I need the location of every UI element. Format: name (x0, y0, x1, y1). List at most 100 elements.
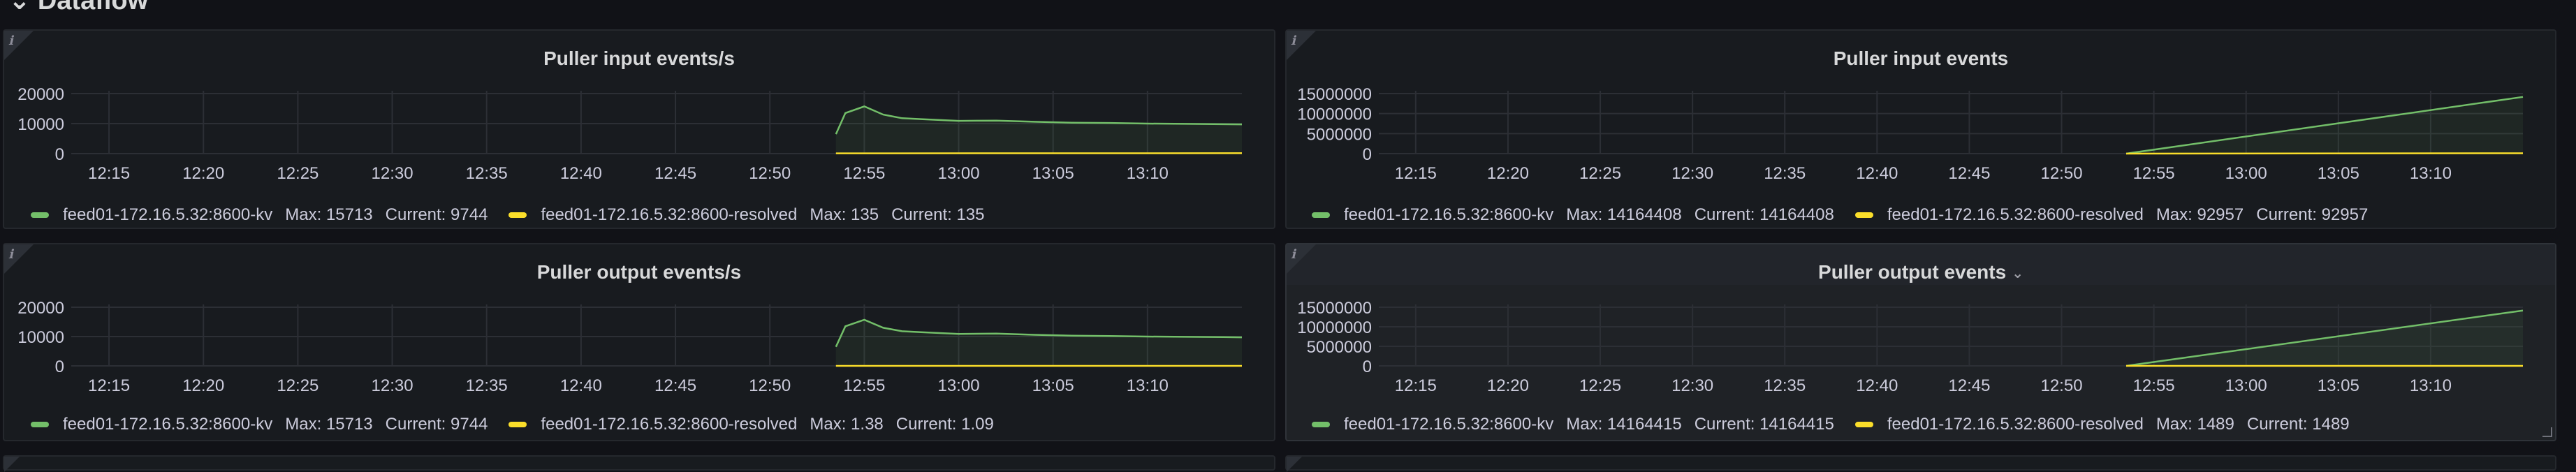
legend-swatch (508, 212, 527, 218)
x-tick-label: 12:30 (372, 376, 414, 395)
legend-max: Max: 14164408 (1566, 205, 1681, 225)
x-tick-label: 12:25 (1579, 376, 1621, 395)
y-tick-label: 20000 (17, 299, 64, 318)
legend-series-name[interactable]: feed01-172.16.5.32:8600-kv (1344, 205, 1553, 225)
panel-info-corner[interactable] (4, 457, 20, 472)
chart-legend: feed01-172.16.5.32:8600-kv Max: 14164415 C… (1312, 415, 2371, 434)
x-tick-label: 12:25 (277, 376, 319, 395)
x-tick-label: 12:50 (2040, 164, 2082, 183)
x-tick-label: 12:20 (182, 376, 224, 395)
chevron-down-icon[interactable]: ⌄ (8, 0, 31, 15)
chart-panel-partial[interactable] (1285, 455, 2556, 471)
legend-series-name[interactable]: feed01-172.16.5.32:8600-resolved (1887, 415, 2144, 434)
legend-current: Current: 14164415 (1695, 415, 1834, 434)
legend-series-name[interactable]: feed01-172.16.5.32:8600-resolved (541, 205, 797, 225)
x-tick-label: 12:55 (2133, 164, 2175, 183)
x-tick-label: 12:45 (654, 376, 696, 395)
x-tick-label: 13:00 (2225, 376, 2267, 395)
legend-max: Max: 14164415 (1566, 415, 1681, 434)
x-tick-label: 12:20 (1487, 164, 1529, 183)
legend-max: Max: 15713 (285, 415, 372, 434)
x-tick-label: 13:10 (1127, 376, 1169, 395)
x-tick-label: 12:35 (1764, 376, 1806, 395)
y-tick-label: 0 (55, 357, 64, 376)
x-tick-label: 12:20 (1487, 376, 1529, 395)
series-area (836, 106, 1242, 154)
y-tick-label: 10000 (17, 115, 64, 134)
x-tick-label: 12:30 (372, 164, 414, 183)
legend-current: Current: 1489 (2247, 415, 2350, 434)
x-tick-label: 12:40 (560, 376, 602, 395)
x-tick-label: 13:00 (2225, 164, 2267, 183)
legend-swatch (1312, 212, 1330, 218)
legend-item[interactable]: feed01-172.16.5.32:8600-kv Max: 15713 Curr… (31, 205, 488, 225)
x-tick-label: 12:45 (1948, 164, 1990, 183)
legend-current: Current: 92957 (2256, 205, 2368, 225)
x-tick-label: 13:00 (937, 376, 979, 395)
x-tick-label: 12:55 (843, 164, 885, 183)
x-tick-label: 12:30 (1671, 376, 1713, 395)
x-tick-label: 12:55 (2133, 376, 2175, 395)
x-tick-label: 12:45 (1948, 376, 1990, 395)
y-tick-label: 15000000 (1297, 85, 1372, 104)
panel-resize-handle[interactable] (2542, 427, 2552, 437)
y-tick-label: 0 (55, 145, 64, 164)
y-tick-label: 0 (1363, 145, 1372, 164)
chart-legend: feed01-172.16.5.32:8600-kv Max: 14164408 C… (1312, 205, 2389, 225)
x-tick-label: 12:35 (466, 376, 508, 395)
legend-series-name[interactable]: feed01-172.16.5.32:8600-resolved (541, 415, 797, 434)
y-tick-label: 5000000 (1307, 338, 1372, 357)
legend-current: Current: 135 (891, 205, 984, 225)
series-area (836, 320, 1242, 366)
row-title-text: Dataflow (38, 0, 148, 15)
row-header[interactable]: ⌄ Dataflow (0, 0, 2576, 25)
y-tick-label: 10000000 (1297, 105, 1372, 124)
legend-swatch (508, 422, 527, 427)
legend-series-name[interactable]: feed01-172.16.5.32:8600-resolved (1887, 205, 2144, 225)
legend-max: Max: 15713 (285, 205, 372, 225)
legend-current: Current: 9744 (386, 205, 488, 225)
legend-series-name[interactable]: feed01-172.16.5.32:8600-kv (63, 205, 272, 225)
x-tick-label: 12:45 (654, 164, 696, 183)
panel-info-corner[interactable] (1287, 457, 1302, 472)
y-tick-label: 10000 (17, 328, 64, 347)
x-tick-label: 12:30 (1671, 164, 1713, 183)
legend-series-name[interactable]: feed01-172.16.5.32:8600-kv (1344, 415, 1553, 434)
x-tick-label: 12:50 (749, 164, 791, 183)
x-tick-label: 12:15 (88, 164, 130, 183)
x-tick-label: 12:50 (749, 376, 791, 395)
legend-series-name[interactable]: feed01-172.16.5.32:8600-kv (63, 415, 272, 434)
row-title[interactable]: ⌄ Dataflow (8, 0, 148, 16)
x-tick-label: 12:40 (560, 164, 602, 183)
legend-swatch (1855, 422, 1873, 427)
x-tick-label: 12:20 (182, 164, 224, 183)
x-tick-label: 13:05 (2318, 164, 2359, 183)
chart-panel-partial[interactable] (3, 455, 1275, 471)
legend-swatch (1312, 422, 1330, 427)
x-tick-label: 12:50 (2040, 376, 2082, 395)
x-tick-label: 13:05 (2318, 376, 2359, 395)
x-tick-label: 13:05 (1032, 376, 1074, 395)
x-tick-label: 13:10 (2410, 376, 2452, 395)
chart-legend: feed01-172.16.5.32:8600-kv Max: 15713 Curr… (31, 205, 1006, 225)
y-tick-label: 5000000 (1307, 125, 1372, 144)
x-tick-label: 12:55 (843, 376, 885, 395)
x-tick-label: 12:35 (466, 164, 508, 183)
legend-current: Current: 1.09 (896, 415, 994, 434)
x-tick-label: 13:00 (937, 164, 979, 183)
legend-item[interactable]: feed01-172.16.5.32:8600-kv Max: 14164415 C… (1312, 415, 1834, 434)
